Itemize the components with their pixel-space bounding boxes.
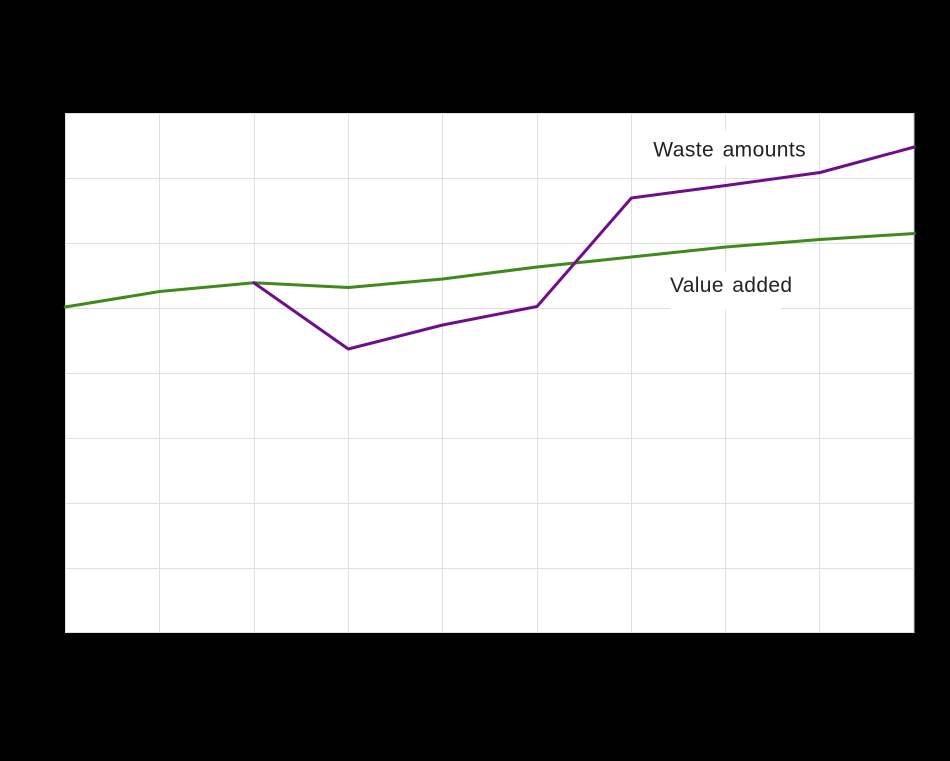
svg-text:Value added: Value added: [670, 274, 792, 297]
svg-text:Waste amounts: Waste amounts: [653, 139, 806, 162]
